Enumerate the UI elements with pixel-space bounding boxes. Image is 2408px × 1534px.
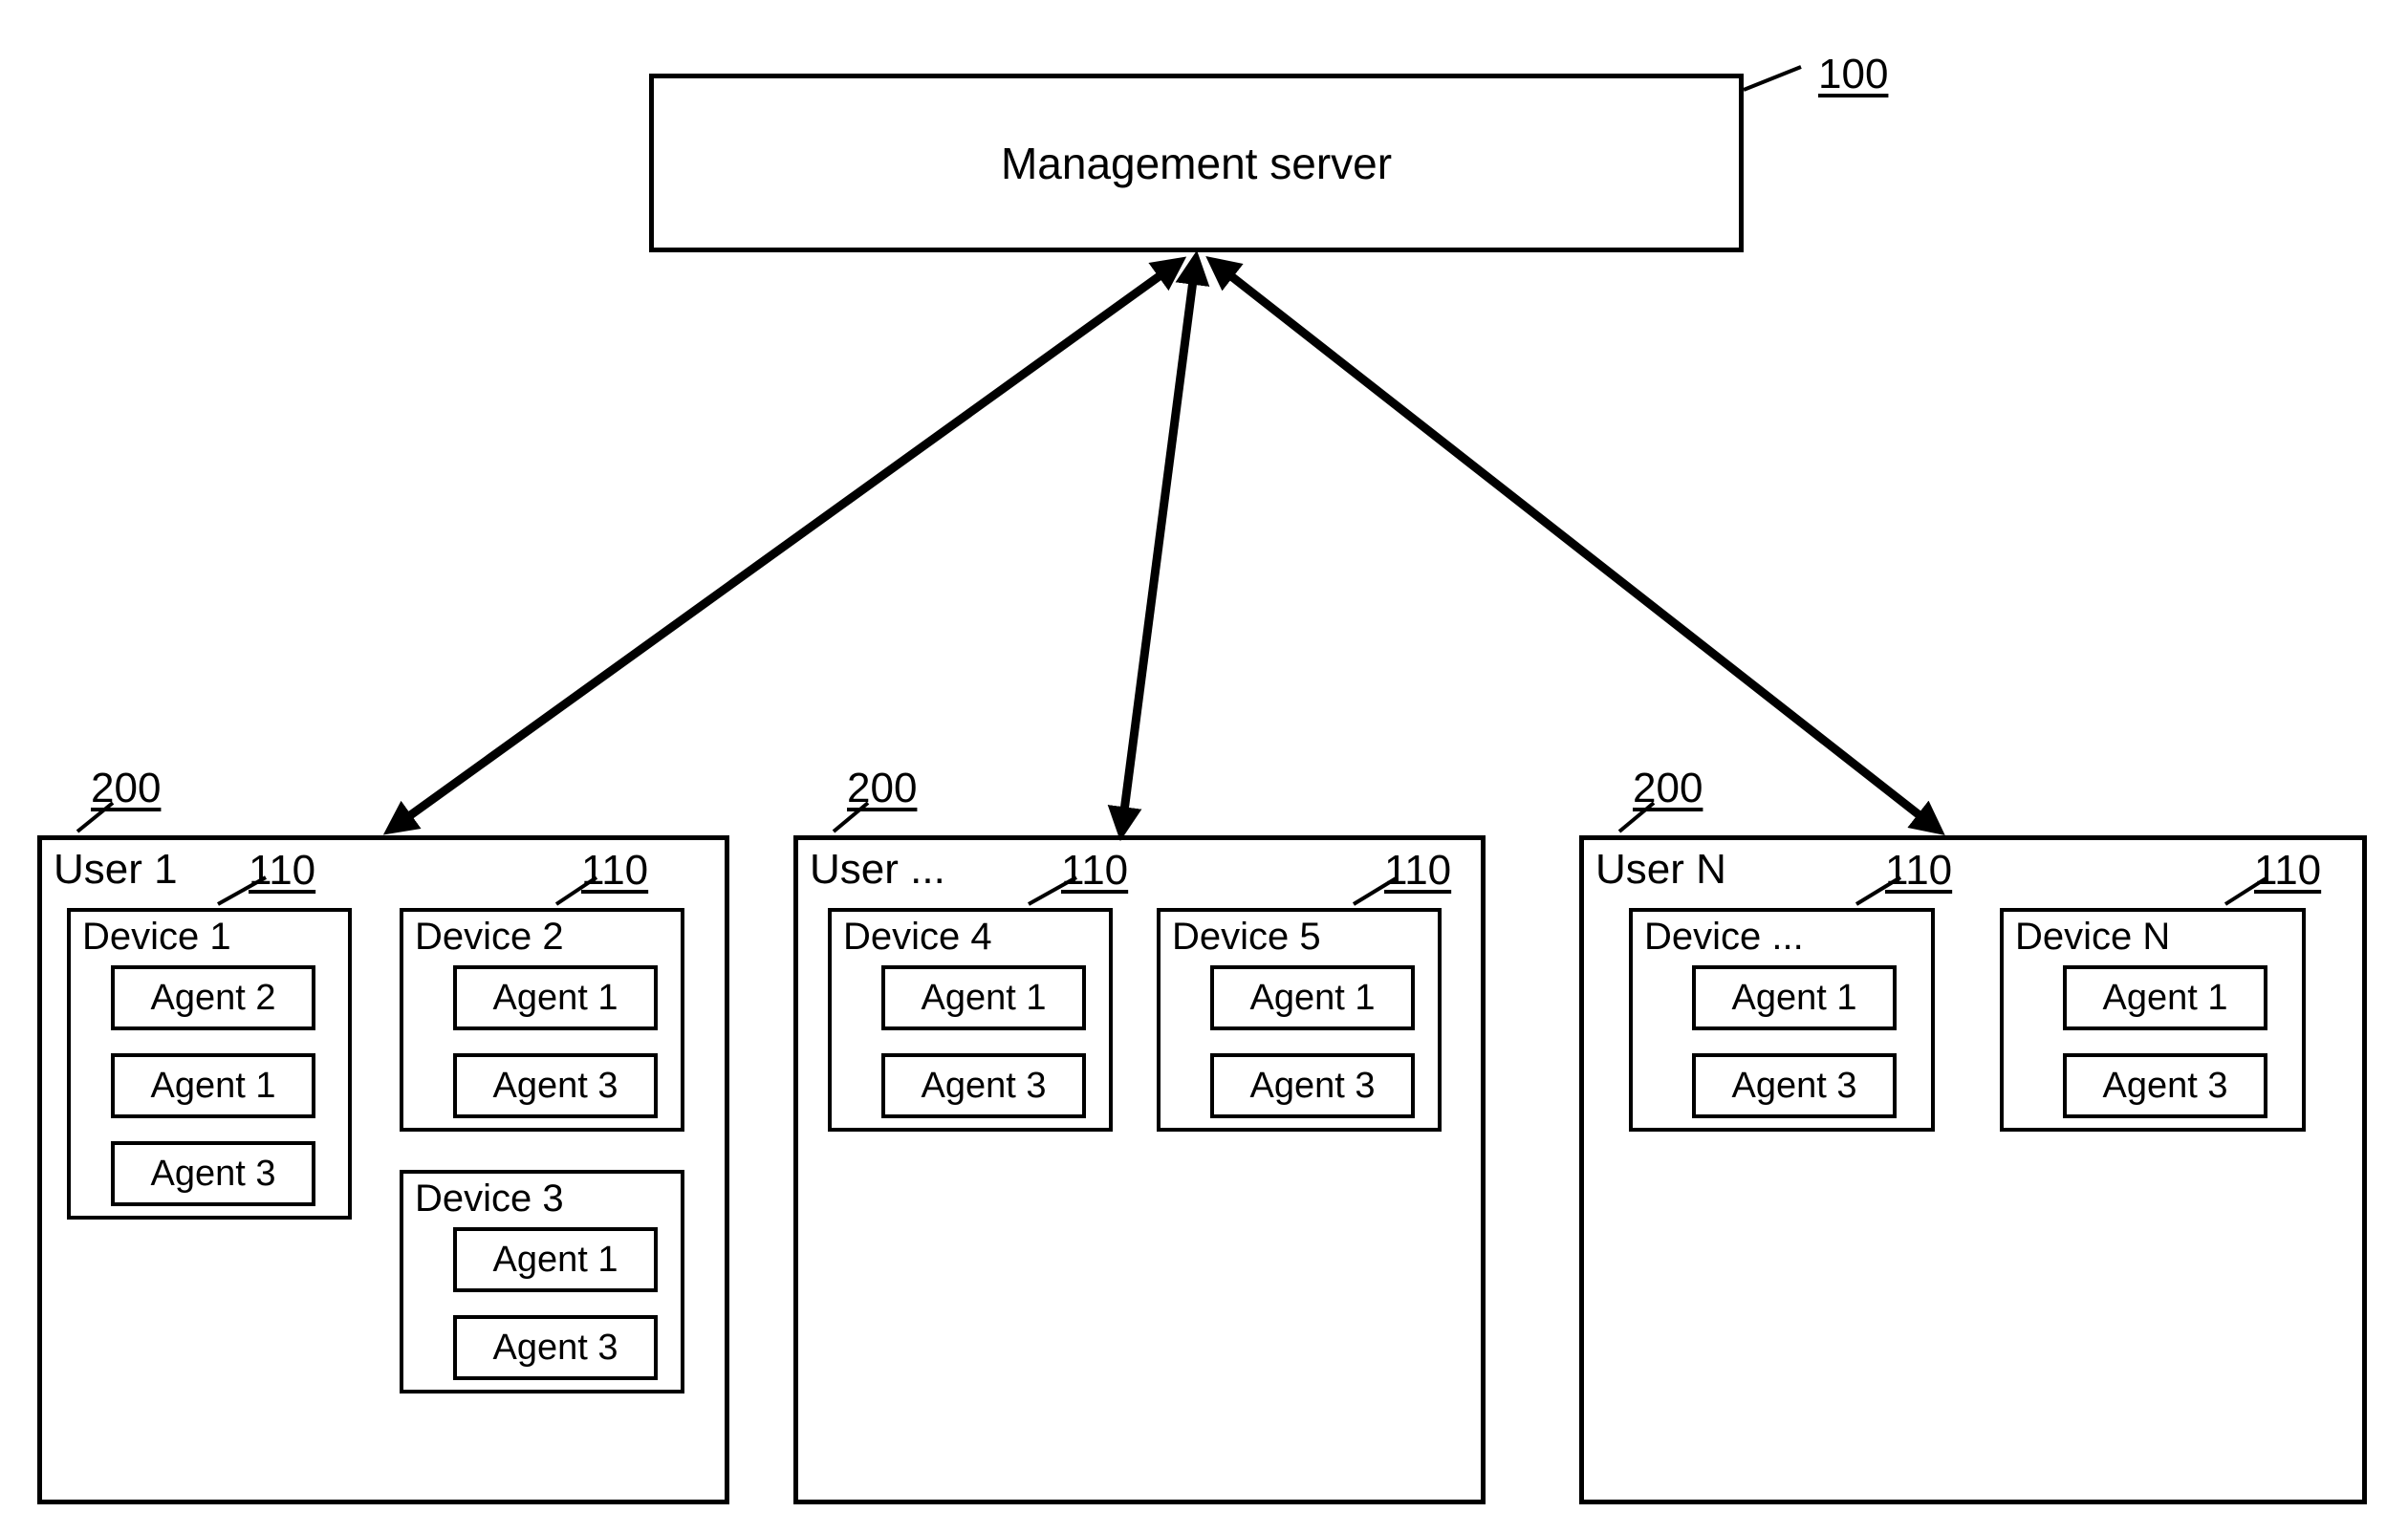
agent-box: Agent 3	[1692, 1053, 1897, 1118]
user-ref-label: 200	[91, 765, 161, 812]
agent-label: Agent 3	[922, 1066, 1047, 1107]
agent-box: Agent 3	[2063, 1053, 2267, 1118]
device-ref-label: 110	[1384, 847, 1451, 895]
user-label: User 1	[54, 846, 178, 894]
agent-label: Agent 1	[151, 1066, 276, 1107]
agent-label: Agent 3	[2103, 1066, 2228, 1107]
device-ref-label: 110	[249, 847, 315, 895]
device-label: Device ...	[1644, 916, 1804, 959]
device-ref-label: 110	[1885, 847, 1952, 895]
device-box: Device ... Agent 1 Agent 3	[1629, 908, 1935, 1132]
device-label: Device 4	[843, 916, 992, 959]
device-label: Device 1	[82, 916, 231, 959]
agent-label: Agent 1	[2103, 978, 2228, 1019]
device-label: Device 2	[415, 916, 564, 959]
agent-label: Agent 3	[151, 1154, 276, 1195]
agent-label: Agent 1	[1250, 978, 1376, 1019]
agent-box: Agent 1	[453, 1227, 658, 1292]
agent-box: Agent 3	[881, 1053, 1086, 1118]
agent-box: Agent 3	[453, 1053, 658, 1118]
agent-box: Agent 3	[453, 1315, 658, 1380]
agent-label: Agent 3	[493, 1066, 618, 1107]
reference-leader-line	[1744, 67, 1801, 90]
agent-box: Agent 1	[111, 1053, 315, 1118]
agent-box: Agent 1	[1210, 965, 1415, 1030]
connection-arrow	[1122, 266, 1195, 826]
device-ref-label: 110	[1061, 847, 1128, 895]
agent-label: Agent 3	[493, 1328, 618, 1369]
user-label: User N	[1595, 846, 1726, 894]
agent-box: Agent 3	[111, 1141, 315, 1206]
connection-arrow	[1218, 266, 1933, 826]
user-ref-label: 200	[1633, 765, 1703, 812]
agent-label: Agent 1	[922, 978, 1047, 1019]
agent-label: Agent 1	[493, 1240, 618, 1281]
device-box: Device 1 Agent 2 Agent 1 Agent 3	[67, 908, 352, 1220]
agent-label: Agent 3	[1732, 1066, 1857, 1107]
device-box: Device 5 Agent 1 Agent 3	[1157, 908, 1442, 1132]
agent-box: Agent 3	[1210, 1053, 1415, 1118]
agent-label: Agent 3	[1250, 1066, 1376, 1107]
device-label: Device N	[2015, 916, 2170, 959]
device-box: Device 2 Agent 1 Agent 3	[400, 908, 684, 1132]
agent-box: Agent 1	[453, 965, 658, 1030]
agent-box: Agent 1	[881, 965, 1086, 1030]
device-ref-label: 110	[2254, 847, 2321, 895]
agent-box: Agent 2	[111, 965, 315, 1030]
device-box: Device 3 Agent 1 Agent 3	[400, 1170, 684, 1394]
agent-box: Agent 1	[2063, 965, 2267, 1030]
connection-arrow	[396, 266, 1174, 826]
device-box: Device 4 Agent 1 Agent 3	[828, 908, 1113, 1132]
user-ref-label: 200	[847, 765, 917, 812]
device-label: Device 5	[1172, 916, 1321, 959]
device-label: Device 3	[415, 1178, 564, 1221]
device-ref-label: 110	[581, 847, 648, 895]
agent-label: Agent 2	[151, 978, 276, 1019]
device-box: Device N Agent 1 Agent 3	[2000, 908, 2306, 1132]
user-label: User ...	[810, 846, 945, 894]
agent-box: Agent 1	[1692, 965, 1897, 1030]
agent-label: Agent 1	[1732, 978, 1857, 1019]
management-server-label: Management server	[1001, 138, 1392, 189]
management-server-box: Management server	[649, 74, 1744, 252]
server-ref-label: 100	[1818, 51, 1888, 98]
agent-label: Agent 1	[493, 978, 618, 1019]
